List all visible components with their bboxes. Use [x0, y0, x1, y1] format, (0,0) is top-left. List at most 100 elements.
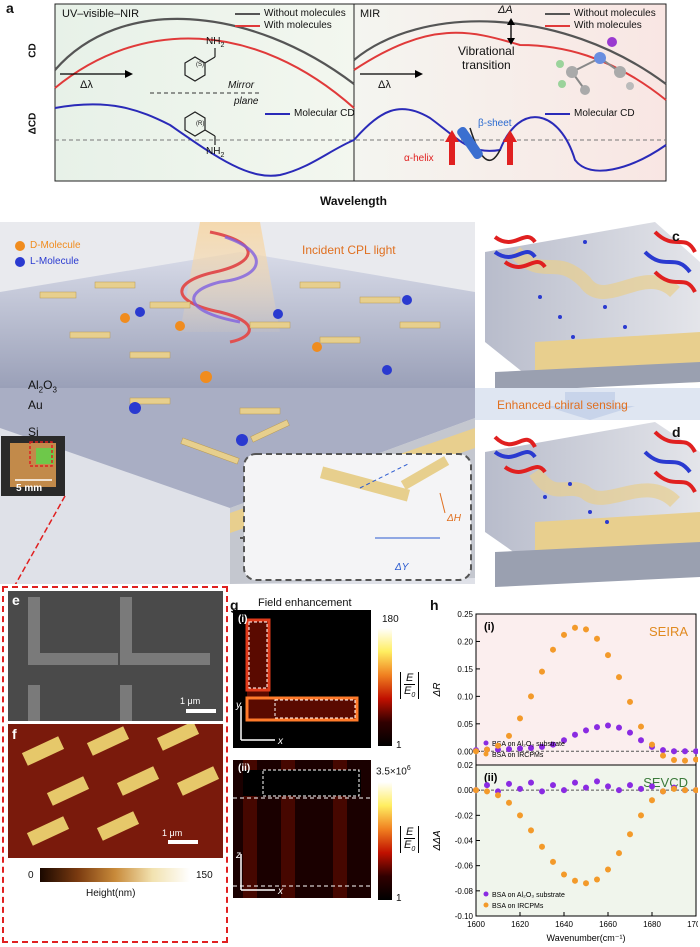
- h-point: [682, 787, 688, 794]
- h-legend-marker: [483, 740, 489, 746]
- a-s-label: (S): [196, 62, 204, 68]
- h-point: [638, 785, 644, 792]
- h-point: [682, 757, 688, 764]
- b-l-molecule: L-Molecule: [30, 256, 79, 267]
- h-point: [693, 787, 698, 794]
- g-cb2-max: 3.5×106: [376, 765, 411, 778]
- b-si: Si: [28, 425, 39, 439]
- a-legend-molcd-left: Molecular CD: [294, 108, 355, 119]
- panel-f-afm: [8, 724, 223, 858]
- b-d-molecule: D-Molecule: [30, 240, 81, 251]
- h-point: [528, 827, 534, 834]
- h-point: [682, 748, 688, 755]
- h-ytick-label: -0.02: [455, 811, 474, 820]
- b-scale-5mm: 5 mm: [16, 483, 43, 494]
- h-ytick-label: 0.20: [457, 637, 473, 646]
- h-point: [671, 757, 677, 764]
- g-cb1-max: 180: [382, 614, 399, 625]
- f-scale: 1 μm: [162, 828, 183, 838]
- cd-enhanced-sensing: Enhanced chiral sensing: [497, 398, 628, 412]
- h-point: [649, 783, 655, 790]
- h-point: [594, 635, 600, 642]
- h-xtick-label: 1700: [687, 920, 698, 929]
- panel-h-label: h: [430, 597, 439, 613]
- h-point: [649, 741, 655, 748]
- g-cb1-min: 1: [396, 740, 402, 751]
- h-point: [561, 787, 567, 794]
- panel-a-figure: [54, 3, 667, 182]
- h-point: [627, 782, 633, 789]
- h-point: [693, 756, 698, 763]
- a-xlabel: Wavelength: [320, 194, 387, 208]
- b-au: Au: [28, 398, 43, 412]
- h-point: [539, 788, 545, 795]
- h-point: [660, 747, 666, 754]
- a-plane: plane: [234, 96, 259, 107]
- h-legend-label: BSA on IRCPMs: [492, 903, 544, 910]
- h-point: [495, 792, 501, 799]
- a-vib-2: transition: [462, 58, 511, 72]
- h-ytick-label: 0.00: [457, 747, 473, 756]
- h-point: [649, 797, 655, 804]
- h-point: [638, 812, 644, 819]
- h-point: [605, 652, 611, 659]
- h-ytick-label: -0.10: [455, 912, 474, 921]
- panel-f-label: f: [12, 726, 17, 742]
- h-point: [616, 724, 622, 731]
- g-sub-ii: (ii): [238, 763, 251, 774]
- h-ytick-label: 0.00: [457, 786, 473, 795]
- zoom-frame: [2, 586, 228, 943]
- h-ytick-label: -0.08: [455, 887, 474, 896]
- panel-a-label: a: [6, 0, 14, 16]
- g-title: Field enhancement: [258, 597, 352, 609]
- h-point: [572, 779, 578, 786]
- h-point: [660, 752, 666, 759]
- f-cb-label: Height(nm): [86, 888, 136, 899]
- f-colorbar: [40, 868, 190, 882]
- h-point: [561, 631, 567, 638]
- h-legend-label: BSA on IRCPMs: [492, 752, 544, 759]
- g-ax-y: y: [236, 700, 241, 711]
- a-r-label: (R): [196, 121, 205, 127]
- h-ytick-label: 0.10: [457, 692, 473, 701]
- g-colorbar-2: [378, 782, 392, 900]
- h-xtick-label: 1680: [643, 920, 661, 929]
- h-point: [583, 784, 589, 791]
- g-ax-x1: x: [278, 736, 283, 747]
- h-point: [638, 737, 644, 744]
- b-incident-light: Incident CPL light: [302, 243, 396, 257]
- g-ax-x2: x: [278, 886, 283, 897]
- h-point: [561, 871, 567, 878]
- h-point: [506, 732, 512, 739]
- g-sub-i: (i): [238, 614, 248, 625]
- a-ylabel-dcd: ΔCD: [27, 112, 39, 135]
- h-point: [594, 876, 600, 883]
- a-mirror: Mirror: [228, 80, 255, 91]
- a-dlambda-left: Δλ: [80, 79, 93, 91]
- h-point: [616, 787, 622, 794]
- h-legend-label: BSA on Al₂O₃ substrate: [492, 741, 565, 748]
- h-point: [660, 788, 666, 795]
- a-legend-molcd-right: Molecular CD: [574, 108, 635, 119]
- h-point: [484, 782, 490, 789]
- a-legend-with-right: With molecules: [574, 20, 642, 31]
- h-point: [495, 742, 501, 749]
- a-vib-1: Vibrational: [458, 44, 515, 58]
- h-subpanel-label: (i): [484, 621, 495, 633]
- a-right-title: MIR: [360, 8, 381, 20]
- a-alpha-helix: α-helix: [404, 153, 434, 164]
- panel-g-maps: [233, 610, 371, 898]
- g-colorbar-1: [378, 628, 392, 746]
- h-ytick-label: 0.02: [457, 761, 473, 770]
- h-ylabel: ΔR: [432, 683, 443, 698]
- h-legend-label: BSA on Al₂O₃ substrate: [492, 892, 565, 899]
- h-point: [550, 782, 556, 789]
- h-ytick-label: -0.04: [455, 837, 474, 846]
- h-point: [583, 626, 589, 633]
- h-point: [627, 831, 633, 838]
- h-point: [583, 727, 589, 734]
- panel-d-label: d: [672, 424, 681, 440]
- panel-h-chart: 0.25 0.20 0.15 0.10 0.05 0.00 ΔR (i) SEIRA BSA on…: [432, 610, 698, 943]
- h-point: [484, 746, 490, 753]
- b-delta-y: ΔY: [395, 562, 409, 573]
